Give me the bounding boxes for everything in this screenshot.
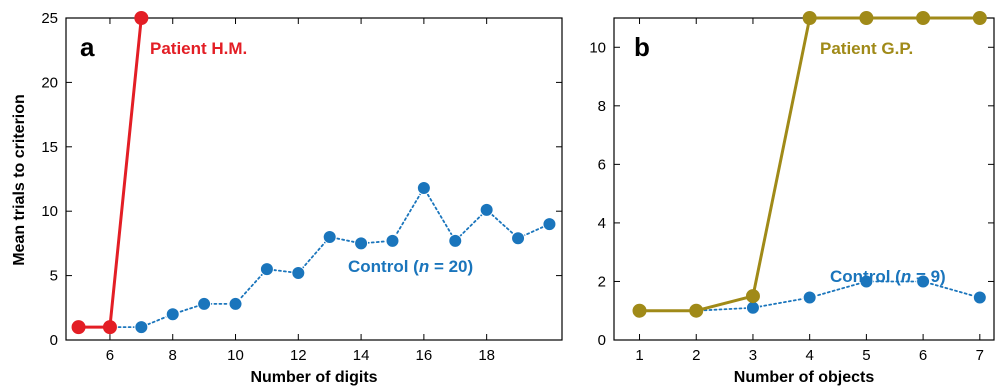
control-a-n: n — [419, 257, 429, 276]
panel-a-ytick-label: 5 — [50, 268, 58, 285]
panel-b-patient-g-p-point — [802, 11, 817, 25]
panel-b-xtick-label: 1 — [635, 347, 643, 364]
panel-b-xtick-label: 2 — [692, 347, 700, 364]
panel-a-letter: a — [80, 32, 95, 62]
panel-a-control-point — [322, 229, 337, 244]
panel-a-xtick-label: 8 — [169, 347, 177, 364]
panel-b-patient-g-p-point — [689, 303, 704, 318]
panel-b-xtick-label: 4 — [805, 347, 813, 364]
panel-b-control-point — [916, 274, 931, 289]
panel-a-patient-h-m-line — [77, 16, 143, 329]
panel-a-frame — [65, 17, 563, 341]
panel-b-patient-g-p-point — [745, 289, 760, 304]
panel-a-ytick-label: 15 — [41, 139, 58, 156]
control-a-prefix: Control ( — [348, 257, 419, 276]
control-b-suffix: = 9) — [911, 267, 946, 286]
panel-b-ytick-label: 2 — [598, 273, 606, 290]
panel-a-ytick-label: 0 — [50, 332, 58, 349]
panel-a-control-point — [197, 296, 212, 311]
panel-a-ytick-label: 20 — [41, 74, 58, 91]
panel-b-letter: b — [634, 32, 650, 62]
panel-a-control-point — [165, 307, 180, 322]
panel-a-xtick-label: 10 — [227, 347, 244, 364]
panel-a-ytick-label: 10 — [41, 203, 58, 220]
series-label-patient-gp: Patient G.P. — [820, 39, 913, 58]
panel-a-control-point — [479, 202, 494, 217]
panel-b-control-point — [745, 300, 760, 315]
series-label-control-b: Control (n = 9) — [830, 267, 946, 286]
panel-b: 1 2 3 4 5 6 7 0 2 4 6 8 10 b Number of objects Patie… — [589, 11, 995, 386]
panel-b-ytick-label: 6 — [598, 156, 606, 173]
panel-b-patient-g-p-point — [972, 11, 987, 25]
panel-b-xtick-label: 3 — [749, 347, 757, 364]
panel-b-xtick-label: 6 — [919, 347, 927, 364]
series-label-patient-hm: Patient H.M. — [150, 39, 247, 58]
panel-a-xtick-label: 12 — [290, 347, 307, 364]
panel-a-control-point — [228, 296, 243, 311]
panel-a-ytick-label: 25 — [41, 10, 58, 27]
panel-b-xtick-label: 7 — [976, 347, 984, 364]
panel-a-xtick-label: 18 — [478, 347, 495, 364]
series-label-control-a: Control (n = 20) — [348, 257, 473, 276]
panel-b-ticks: 1 2 3 4 5 6 7 0 2 4 6 8 10 — [589, 18, 994, 364]
panel-a-control-point — [354, 236, 369, 251]
panel-a-xtick-label: 6 — [106, 347, 114, 364]
panel-b-xlabel: Number of objects — [734, 369, 875, 386]
panel-b-series — [632, 11, 987, 318]
panel-a-control-point — [542, 217, 557, 232]
panel-b-ytick-label: 4 — [598, 215, 606, 232]
panel-b-patient-g-p-point — [859, 11, 874, 25]
panel-a-ylabel: Mean trials to criterion — [11, 94, 28, 266]
panel-b-ytick-label: 10 — [589, 39, 606, 56]
panel-b-patient-g-p-point — [632, 303, 647, 318]
panel-b-patient-g-p-point — [916, 11, 931, 25]
control-b-n: n — [901, 267, 911, 286]
control-a-suffix: = 20) — [429, 257, 473, 276]
panel-a-series — [71, 11, 557, 335]
panel-b-xtick-label: 5 — [862, 347, 870, 364]
panel-b-frame — [613, 17, 995, 341]
panel-a-xtick-label: 16 — [416, 347, 433, 364]
panel-a-patient-h-m-point — [134, 11, 149, 25]
panel-b-ytick-label: 8 — [598, 98, 606, 115]
panel-a-control-point — [416, 181, 431, 196]
panel-a: 6 8 10 12 14 16 18 0 5 10 15 20 25 a Number of digit… — [11, 10, 563, 386]
panel-a-control-line — [77, 187, 551, 329]
panel-a-control-point — [134, 320, 149, 335]
panel-b-ytick-label: 0 — [598, 332, 606, 349]
panel-a-xlabel: Number of digits — [250, 369, 377, 386]
control-b-prefix: Control ( — [830, 267, 901, 286]
panel-b-control-point — [859, 274, 874, 289]
panel-b-control-point — [802, 290, 817, 305]
panel-a-patient-h-m-point — [71, 320, 86, 335]
panel-b-control-point — [972, 290, 987, 305]
panel-a-control-point — [291, 266, 306, 281]
panel-a-control-point — [259, 262, 274, 277]
panel-a-control-point — [511, 231, 526, 246]
panel-a-control-point — [448, 233, 463, 248]
panel-a-patient-h-m-point — [102, 320, 117, 335]
panel-a-ticks: 6 8 10 12 14 16 18 0 5 10 15 20 25 — [41, 10, 562, 364]
panel-a-control-point — [385, 233, 400, 248]
panel-a-xtick-label: 14 — [353, 347, 370, 364]
